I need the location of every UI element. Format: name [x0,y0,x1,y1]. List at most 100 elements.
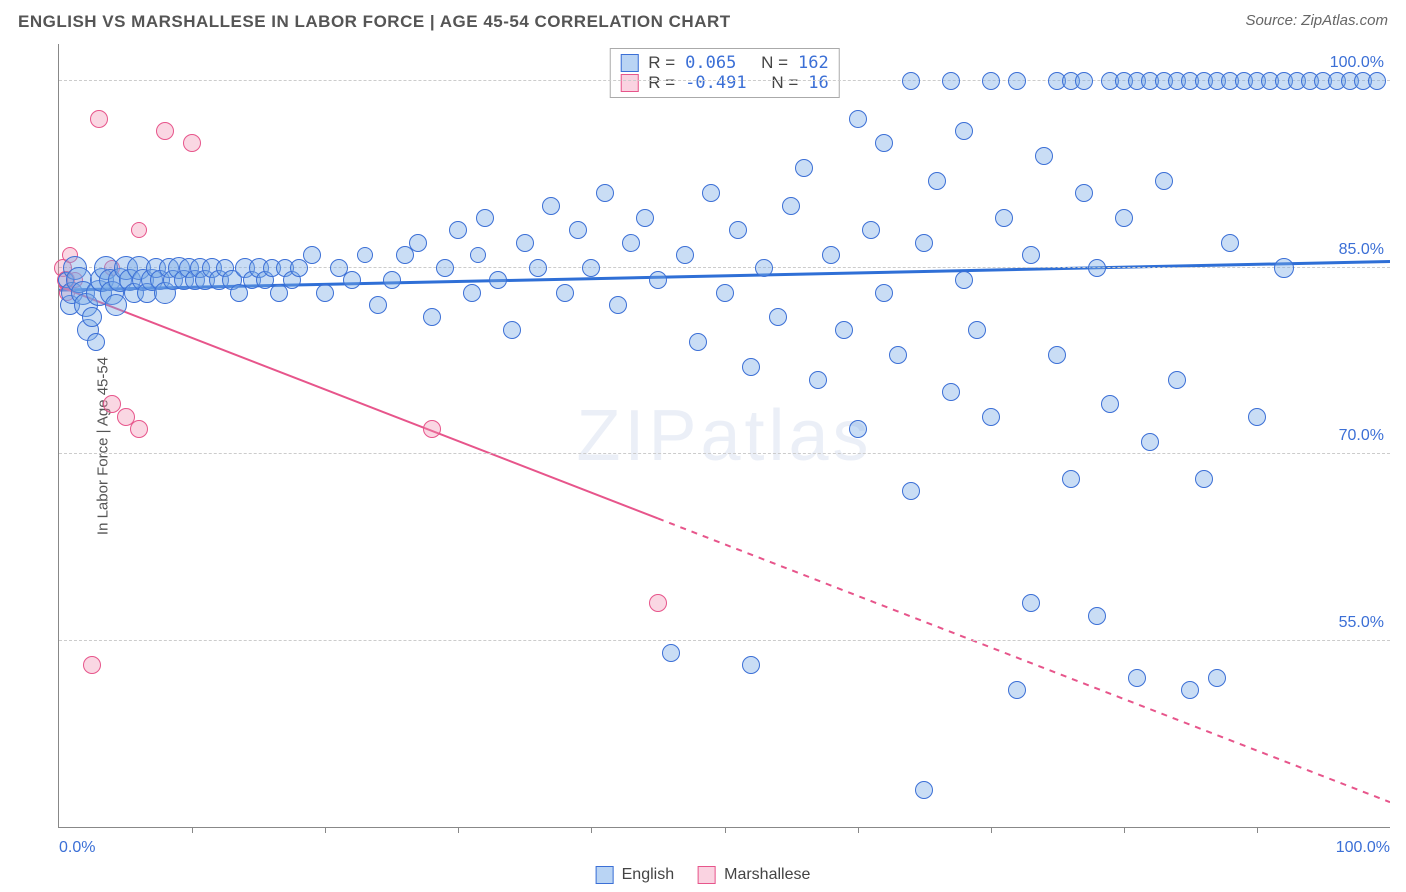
legend-item-marshallese: Marshallese [698,866,810,884]
data-point [1248,408,1266,426]
data-point [649,271,667,289]
data-point [755,259,773,277]
data-point [982,72,1000,90]
ytick-label: 55.0% [1339,614,1384,632]
data-point [503,321,521,339]
data-point [1181,681,1199,699]
xtick [1124,827,1125,833]
trend-lines [59,44,1390,827]
data-point [383,271,401,289]
legend-item-english: English [596,866,674,884]
gridline [59,640,1390,641]
data-point [569,221,587,239]
correlation-legend: R = 0.065 N = 162 R = -0.491 N = 16 [609,48,840,98]
swatch-marshallese-icon [698,866,716,884]
data-point [82,307,102,327]
data-point [1035,147,1053,165]
xtick [591,827,592,833]
data-point [889,346,907,364]
data-point [1088,259,1106,277]
xlabel-min: 0.0% [59,839,95,857]
data-point [582,259,600,277]
data-point [369,296,387,314]
legend-row-marshallese: R = -0.491 N = 16 [620,73,829,93]
swatch-english-icon [596,866,614,884]
data-point [1195,470,1213,488]
data-point [968,321,986,339]
data-point [90,110,108,128]
data-point [476,209,494,227]
data-point [449,221,467,239]
data-point [1155,172,1173,190]
data-point [1075,184,1093,202]
data-point [1221,234,1239,252]
data-point [1168,371,1186,389]
xlabel-max: 100.0% [1336,839,1390,857]
swatch-english [620,54,638,72]
n-label: N = [771,73,798,93]
data-point [782,197,800,215]
source-label: Source: ZipAtlas.com [1245,12,1388,29]
data-point [556,284,574,302]
data-point [423,308,441,326]
gridline [59,453,1390,454]
data-point [995,209,1013,227]
data-point [131,222,147,238]
data-point [463,284,481,302]
series-legend: English Marshallese [596,866,811,884]
chart-title: ENGLISH VS MARSHALLESE IN LABOR FORCE | … [18,12,731,32]
swatch-marshallese [620,74,638,92]
data-point [795,159,813,177]
data-point [516,234,534,252]
data-point [649,594,667,612]
data-point [1128,669,1146,687]
data-point [1088,607,1106,625]
data-point [849,420,867,438]
data-point [542,197,560,215]
data-point [436,259,454,277]
data-point [822,246,840,264]
data-point [1008,72,1026,90]
xtick [458,827,459,833]
data-point [849,110,867,128]
data-point [955,271,973,289]
data-point [942,383,960,401]
data-point [316,284,334,302]
xtick [325,827,326,833]
data-point [928,172,946,190]
data-point [875,284,893,302]
data-point [87,333,105,351]
xtick [725,827,726,833]
legend-label-english: English [622,866,674,884]
r-value-marshallese: -0.491 [685,73,746,93]
r-label: R = [648,73,675,93]
data-point [676,246,694,264]
data-point [636,209,654,227]
data-point [742,358,760,376]
xtick [991,827,992,833]
data-point [409,234,427,252]
data-point [1274,258,1294,278]
n-value-english: 162 [798,53,829,73]
data-point [902,72,920,90]
data-point [982,408,1000,426]
xtick [858,827,859,833]
data-point [1208,669,1226,687]
data-point [183,134,201,152]
data-point [862,221,880,239]
data-point [1141,433,1159,451]
plot-area: ZIPatlas R = 0.065 N = 162 R = -0.491 N … [58,44,1390,828]
data-point [622,234,640,252]
data-point [609,296,627,314]
data-point [902,482,920,500]
xtick [192,827,193,833]
data-point [343,271,361,289]
watermark-text: ZIPatlas [576,395,872,477]
data-point [716,284,734,302]
data-point [1115,209,1133,227]
data-point [303,246,321,264]
data-point [1008,681,1026,699]
data-point [769,308,787,326]
data-point [357,247,373,263]
data-point [83,656,101,674]
